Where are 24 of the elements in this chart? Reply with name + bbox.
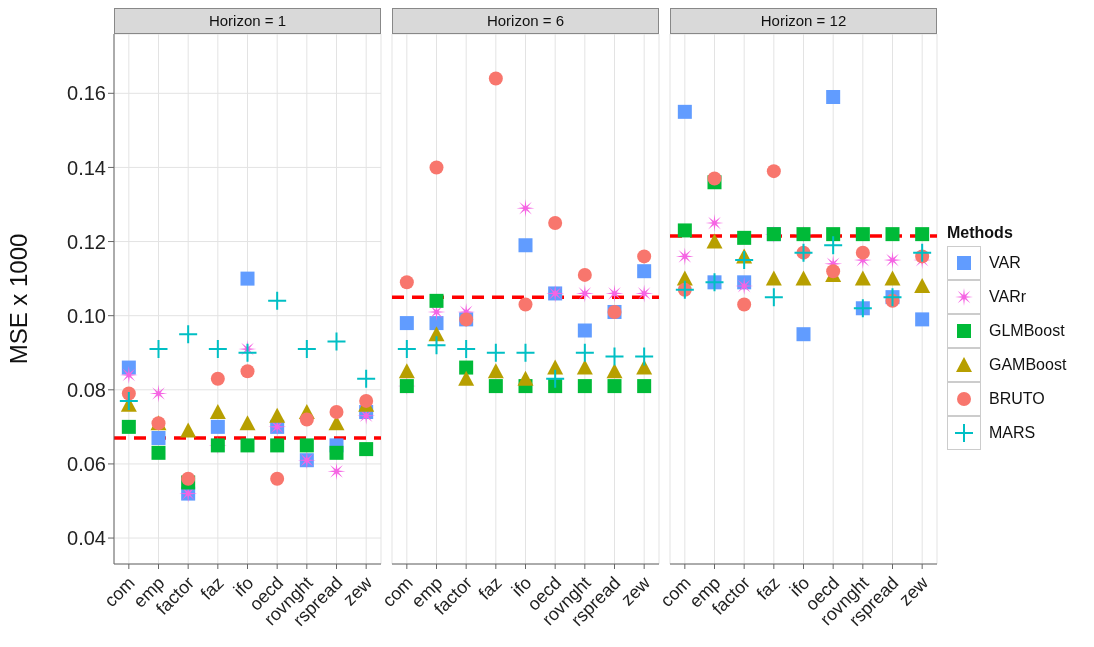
y-tick-label: 0.12 [67,230,106,253]
x-tick-label: ifo [229,572,258,601]
y-axis-title: MSE x 1000 [4,233,32,365]
y-tick-label: 0.10 [67,304,106,327]
y-tick-label: 0.16 [67,82,106,105]
y-tick-label: 0.06 [67,453,106,476]
chart-title: Horizon = 1 [114,8,381,34]
x-tick-label: ifo [507,572,536,601]
legend-label: GLMBoost [989,321,1065,340]
x-tick-label: faz [196,572,228,604]
chart-title: Horizon = 12 [670,8,937,34]
legend-label: BRUTO [989,389,1045,408]
x-tick-label: faz [752,572,784,604]
y-tick-label: 0.14 [67,156,106,179]
y-tick-label: 0.08 [67,378,106,401]
x-tick-label: ifo [785,572,814,601]
legend-label: GAMBoost [989,355,1067,374]
legend-label: VARr [989,287,1027,306]
legend-title: Methods [947,223,1014,242]
chart-title: Horizon = 6 [392,8,659,34]
legend-label: VAR [989,253,1021,272]
legend-label: MARS [989,423,1036,442]
y-tick-label: 0.04 [67,527,106,550]
x-tick-label: faz [474,572,506,604]
